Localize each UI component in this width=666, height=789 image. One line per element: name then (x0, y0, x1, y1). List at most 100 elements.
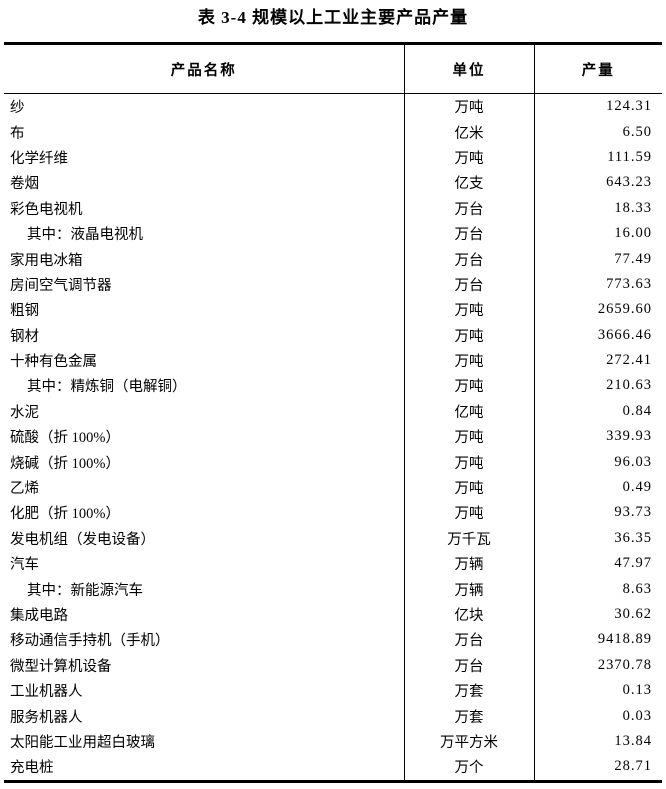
table-row: 服务机器人 万套 0.03 (4, 703, 662, 729)
unit-cell: 万套 (404, 703, 535, 729)
unit-cell: 万吨 (404, 373, 535, 399)
output-value-cell: 18.33 (614, 199, 652, 216)
table-row: 水泥 亿吨 0.84 (4, 398, 662, 425)
table-row: 彩色电视机 万台 18.33 (4, 195, 662, 221)
unit-cell: 万吨 (404, 474, 535, 501)
table-row: 十种有色金属 万吨 272.41 (4, 347, 662, 374)
output-value-cell: 272.41 (606, 352, 652, 369)
output-value-cell: 210.63 (606, 377, 652, 394)
table-row: 其中：液晶电视机 万台 16.00 (4, 220, 662, 247)
table-row: 工业机器人 万套 0.13 (4, 677, 662, 704)
product-name-cell: 化肥（折 100%） (4, 500, 405, 526)
unit-cell: 万套 (404, 677, 535, 704)
output-value-cell: 28.71 (614, 758, 652, 775)
product-name-cell: 彩色电视机 (4, 195, 405, 221)
output-value-cell: 93.73 (614, 504, 652, 521)
table-row: 移动通信手持机（手机） 万台 9418.89 (4, 627, 662, 653)
unit-cell: 万个 (404, 754, 535, 782)
unit-cell: 万台 (404, 627, 535, 653)
output-value-cell: 9418.89 (597, 631, 652, 648)
header-output: 产量 (534, 43, 662, 94)
product-name-cell: 纱 (4, 93, 405, 120)
header-product-name: 产品名称 (4, 43, 405, 94)
unit-cell: 万辆 (404, 551, 535, 577)
product-name-cell: 乙烯 (4, 474, 405, 501)
table-row: 乙烯 万吨 0.49 (4, 474, 662, 501)
product-name-cell: 集成电路 (4, 601, 405, 628)
product-name-cell: 充电桩 (4, 754, 405, 782)
output-value-cell: 2370.78 (597, 656, 652, 673)
product-name-cell: 十种有色金属 (4, 347, 405, 374)
product-name-cell: 房间空气调节器 (4, 271, 405, 298)
header-row: 产品名称 单位 产量 (4, 43, 662, 94)
unit-cell: 万台 (404, 195, 535, 221)
table-row: 烧碱（折 100%） 万吨 96.03 (4, 449, 662, 475)
output-value-cell: 0.13 (622, 682, 652, 699)
output-value-cell: 0.84 (622, 402, 652, 419)
unit-cell: 亿支 (404, 170, 535, 196)
output-value-cell: 3666.46 (597, 326, 652, 343)
product-name-cell: 烧碱（折 100%） (4, 449, 405, 475)
products-table: 产品名称 单位 产量 纱万吨 124.31 布亿米 6.50 化学纤维 万吨 111.59 卷… (4, 42, 662, 783)
unit-cell: 万辆 (404, 576, 535, 602)
output-value-cell: 339.93 (606, 428, 652, 445)
output-value-cell: 2659.60 (597, 301, 652, 318)
table-row: 其中：新能源汽车 万辆 8.63 (4, 576, 662, 602)
table-row: 布亿米 6.50 (4, 119, 662, 145)
table-row: 硫酸（折 100%） 万吨 339.93 (4, 424, 662, 450)
table-row: 纱万吨 124.31 (4, 93, 662, 120)
table-row: 房间空气调节器 万台 773.63 (4, 271, 662, 298)
product-name-cell: 硫酸（折 100%） (4, 424, 405, 450)
table-row: 发电机组（发电设备） 万千瓦 36.35 (4, 525, 662, 552)
unit-cell: 亿米 (404, 119, 535, 145)
unit-cell: 万吨 (404, 93, 535, 120)
product-name-cell: 发电机组（发电设备） (4, 525, 405, 552)
output-value-cell: 96.03 (614, 453, 652, 470)
product-name-cell: 移动通信手持机（手机） (4, 627, 405, 653)
unit-cell: 万台 (404, 652, 535, 678)
product-name-cell: 其中：精炼铜（电解铜） (4, 373, 405, 399)
table-row: 卷烟 亿支 643.23 (4, 170, 662, 196)
unit-cell: 万吨 (404, 297, 535, 323)
product-name-cell: 卷烟 (4, 170, 405, 196)
table-row: 化肥（折 100%） 万吨 93.73 (4, 500, 662, 526)
table-row: 充电桩 万个 28.71 (4, 754, 662, 782)
unit-cell: 万吨 (404, 500, 535, 526)
output-value-cell: 16.00 (614, 225, 652, 242)
unit-cell: 万吨 (404, 424, 535, 450)
product-name-cell: 水泥 (4, 398, 405, 425)
table-row: 粗钢 万吨 2659.60 (4, 297, 662, 323)
unit-cell: 万台 (404, 246, 535, 272)
table-title: 表 3-4 规模以上工业主要产品产量 (197, 8, 469, 27)
table-row: 集成电路 亿块 30.62 (4, 601, 662, 628)
table-row: 家用电冰箱 万台 77.49 (4, 246, 662, 272)
output-value-cell: 124.31 (606, 98, 652, 115)
table-row: 其中：精炼铜（电解铜） 万吨 210.63 (4, 373, 662, 399)
product-name-cell: 其中：液晶电视机 (4, 220, 405, 247)
unit-cell: 亿块 (404, 601, 535, 628)
unit-cell: 万台 (404, 271, 535, 298)
product-name-cell: 太阳能工业用超白玻璃 (4, 728, 405, 755)
product-name-cell: 布 (4, 119, 405, 145)
output-value-cell: 0.03 (622, 707, 652, 724)
output-value-cell: 8.63 (622, 580, 652, 597)
product-name-cell: 钢材 (4, 322, 405, 348)
unit-cell: 万吨 (404, 449, 535, 475)
unit-cell: 万平方米 (404, 728, 535, 755)
output-value-cell: 36.35 (614, 529, 652, 546)
output-value-cell: 47.97 (614, 555, 652, 572)
unit-cell: 万吨 (404, 347, 535, 374)
header-unit: 单位 (404, 43, 535, 94)
table-row: 汽车 万辆 47.97 (4, 551, 662, 577)
unit-cell: 万吨 (404, 322, 535, 348)
output-value-cell: 643.23 (606, 174, 652, 191)
table-row: 钢材 万吨 3666.46 (4, 322, 662, 348)
unit-cell: 万千瓦 (404, 525, 535, 552)
product-name-cell: 粗钢 (4, 297, 405, 323)
product-name-cell: 工业机器人 (4, 677, 405, 704)
unit-cell: 万吨 (404, 144, 535, 171)
output-value-cell: 77.49 (614, 250, 652, 267)
table-row: 太阳能工业用超白玻璃 万平方米 13.84 (4, 728, 662, 755)
product-name-cell: 化学纤维 (4, 144, 405, 171)
